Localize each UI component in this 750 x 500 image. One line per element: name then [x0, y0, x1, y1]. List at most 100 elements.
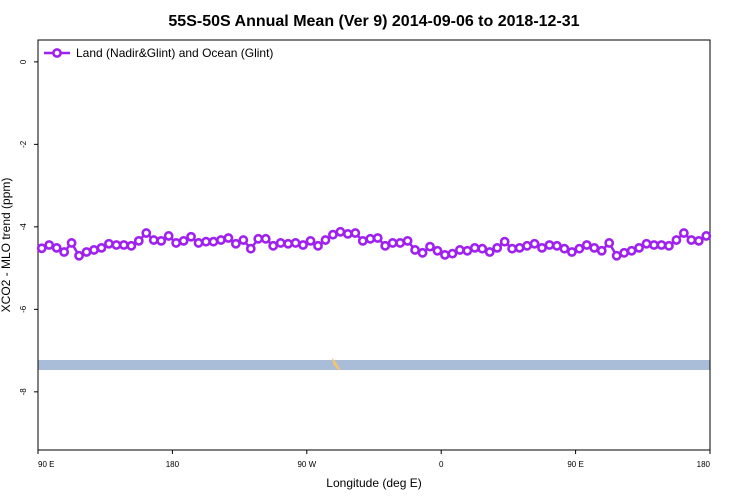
- data-point: [96, 242, 107, 253]
- data-point: [89, 245, 99, 255]
- data-point: [156, 235, 167, 246]
- y-tick-label: -8: [19, 388, 28, 396]
- data-point: [611, 250, 622, 261]
- data-point: [111, 240, 122, 250]
- data-point: [402, 235, 413, 246]
- data-point: [566, 247, 577, 257]
- data-point: [559, 243, 570, 254]
- data-point: [141, 228, 152, 238]
- data-point: [186, 231, 196, 242]
- data-point: [664, 240, 674, 251]
- data-point: [649, 240, 659, 250]
- y-axis-title: XCO2 - MLO trend (ppm): [0, 178, 13, 313]
- data-point: [499, 236, 510, 247]
- data-point: [298, 240, 308, 250]
- map-strip: [38, 360, 710, 370]
- data-point: [432, 245, 443, 256]
- data-point: [454, 245, 465, 255]
- map-land: [332, 358, 341, 370]
- y-tick-label: 0: [19, 59, 28, 64]
- data-point: [507, 243, 518, 254]
- data-point: [395, 238, 406, 248]
- data-point: [492, 242, 503, 253]
- y-tick-label: -6: [19, 305, 28, 313]
- data-point: [66, 238, 77, 248]
- data-point: [253, 233, 264, 244]
- data-point: [484, 247, 495, 257]
- data-point: [589, 242, 600, 253]
- data-point: [36, 243, 47, 254]
- data-point: [342, 228, 353, 239]
- data-point: [133, 235, 144, 246]
- data-point: [544, 240, 555, 250]
- data-point: [74, 250, 84, 261]
- data-point: [59, 247, 70, 257]
- data-point: [425, 241, 435, 252]
- data-point: [245, 243, 256, 254]
- data-point: [387, 238, 398, 248]
- data-point: [178, 235, 189, 246]
- data-point: [104, 238, 114, 249]
- data-point: [678, 228, 689, 238]
- data-point: [193, 238, 204, 248]
- data-point: [514, 242, 525, 253]
- data-point: [260, 233, 271, 244]
- data-point: [626, 245, 637, 256]
- data-point: [552, 240, 562, 251]
- x-tick-label: 90 E: [567, 460, 583, 469]
- data-point: [537, 242, 547, 253]
- data-point: [671, 235, 682, 245]
- data-point: [469, 242, 480, 253]
- data-point: [701, 231, 712, 241]
- data-point: [447, 248, 458, 259]
- x-axis-title: Longitude (deg E): [326, 476, 421, 490]
- data-point: [529, 238, 540, 249]
- data-point: [372, 233, 383, 243]
- data-point: [81, 247, 92, 257]
- data-point: [163, 231, 174, 241]
- data-point: [223, 233, 234, 243]
- x-tick-label: 0: [439, 460, 444, 469]
- y-tick-label: -4: [19, 223, 28, 231]
- data-point: [380, 240, 391, 251]
- data-point: [230, 238, 241, 249]
- data-point: [51, 242, 62, 253]
- data-point: [171, 238, 182, 248]
- data-point: [522, 240, 532, 251]
- data-point: [619, 247, 630, 258]
- x-tick-label: 180: [697, 460, 711, 469]
- data-point: [238, 235, 249, 245]
- data-point: [350, 228, 361, 238]
- legend-marker: [52, 48, 62, 58]
- data-point: [148, 235, 159, 245]
- data-point: [596, 245, 607, 256]
- data-point: [634, 242, 644, 253]
- chart-title: 55S-50S Annual Mean (Ver 9) 2014-09-06 t…: [168, 13, 579, 30]
- x-tick-label: 180: [166, 460, 180, 469]
- data-point: [477, 243, 488, 254]
- data-point: [410, 245, 420, 255]
- data-point: [313, 240, 323, 251]
- data-point: [656, 240, 667, 250]
- data-point: [417, 247, 428, 258]
- data-point: [328, 229, 338, 240]
- plot-frame: [37, 39, 711, 451]
- data-point: [365, 233, 376, 244]
- data-point: [208, 236, 219, 247]
- data-point: [440, 249, 450, 260]
- data-point: [320, 235, 331, 245]
- data-point: [305, 235, 316, 246]
- data-point: [216, 235, 226, 245]
- x-tick-label: 90 W: [297, 460, 316, 469]
- data-point: [574, 243, 585, 254]
- data-point: [604, 238, 615, 248]
- data-point: [686, 235, 697, 245]
- data-point: [581, 240, 592, 250]
- data-point: [268, 240, 279, 251]
- y-tick-label: -2: [19, 140, 28, 148]
- data-point: [290, 238, 301, 248]
- x-tick-label: 90 E: [38, 460, 54, 469]
- data-point: [201, 236, 211, 247]
- data-point: [357, 235, 368, 246]
